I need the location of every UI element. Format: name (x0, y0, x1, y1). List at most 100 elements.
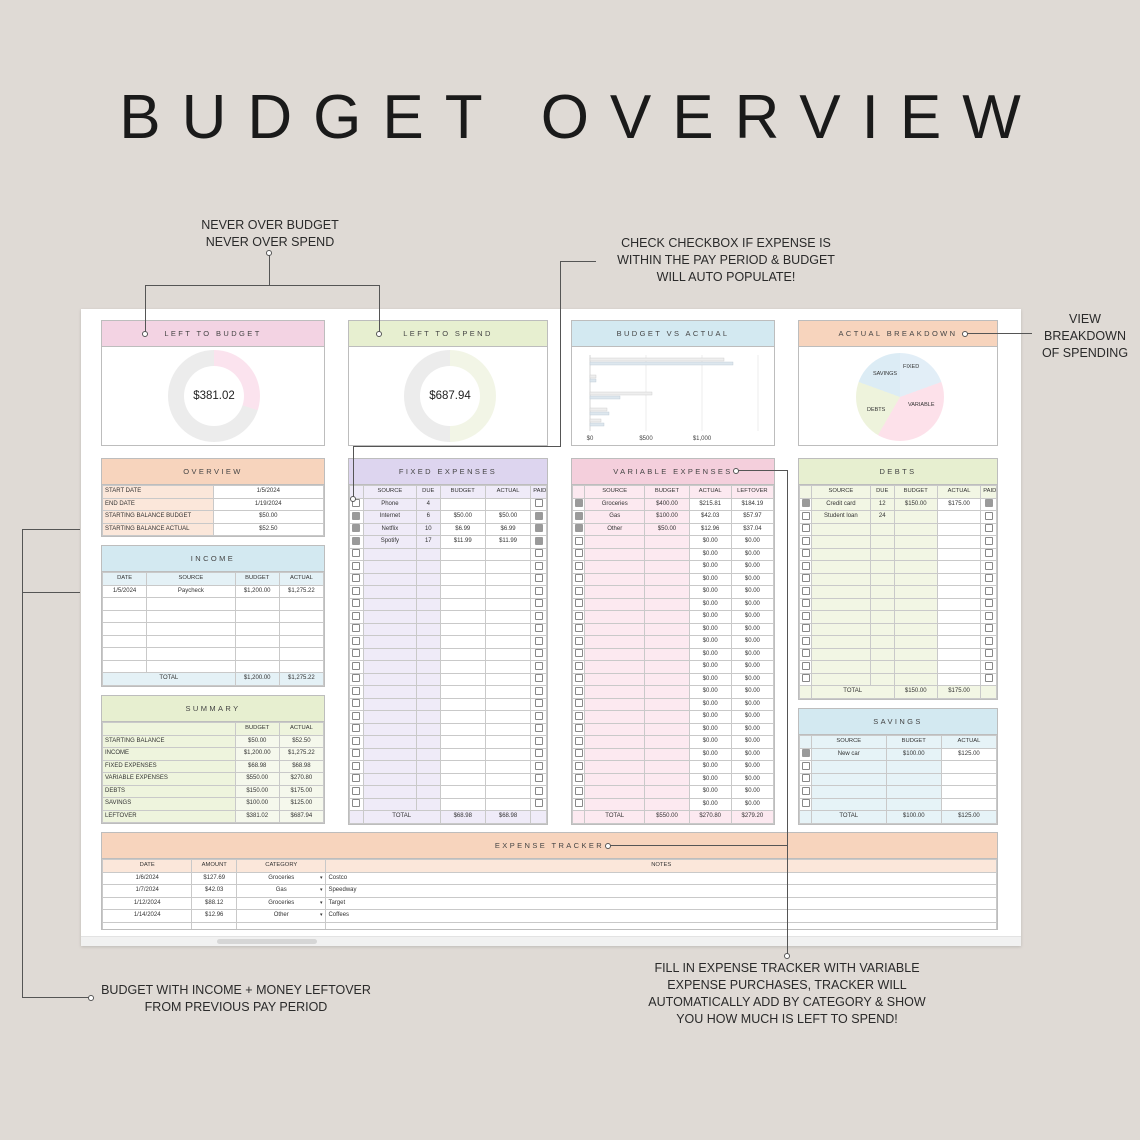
cell[interactable] (810, 635, 871, 649)
cell[interactable] (810, 772, 887, 786)
cell[interactable] (415, 647, 441, 661)
cell[interactable] (885, 760, 942, 774)
cell[interactable] (362, 547, 417, 561)
cell[interactable]: $0.00 (730, 622, 775, 636)
cell[interactable] (484, 547, 532, 561)
cell[interactable] (362, 610, 417, 624)
checkbox[interactable] (802, 586, 810, 595)
cell[interactable]: $50.00 (484, 510, 532, 524)
checkbox-cell[interactable] (571, 572, 586, 586)
cell[interactable] (101, 647, 148, 661)
checkbox-cell[interactable] (530, 535, 547, 549)
cell[interactable] (484, 660, 532, 674)
checkbox-cell[interactable] (571, 585, 586, 599)
checkbox[interactable] (352, 574, 361, 583)
checkbox-cell[interactable] (530, 585, 547, 599)
checkbox-cell[interactable] (530, 797, 547, 811)
checkbox[interactable] (534, 561, 543, 570)
checkbox-cell[interactable] (571, 547, 586, 561)
cell[interactable] (415, 685, 441, 699)
horizontal-scrollbar[interactable] (81, 936, 1021, 946)
cell[interactable] (362, 572, 417, 586)
cell[interactable]: $1,275.22 (278, 672, 325, 686)
checkbox[interactable] (534, 674, 543, 683)
cell[interactable] (415, 547, 441, 561)
checkbox-cell[interactable] (799, 647, 812, 661)
cell[interactable]: $0.00 (730, 672, 775, 686)
cell[interactable] (893, 535, 938, 549)
cell[interactable] (484, 697, 532, 711)
checkbox-cell[interactable] (349, 772, 364, 786)
checkbox[interactable] (352, 649, 361, 658)
checkbox-cell[interactable] (799, 747, 812, 761)
checkbox[interactable] (984, 536, 993, 545)
checkbox-cell[interactable] (571, 785, 586, 799)
checkbox-cell[interactable] (349, 622, 364, 636)
checkbox-cell[interactable] (349, 547, 364, 561)
cell[interactable]: $11.99 (439, 535, 486, 549)
cell[interactable]: $0.00 (730, 597, 775, 611)
checkbox[interactable] (534, 686, 543, 695)
cell[interactable] (584, 560, 646, 574)
cell[interactable] (810, 647, 871, 661)
chevron-down-icon[interactable]: ▾ (319, 887, 323, 894)
checkbox[interactable] (802, 674, 810, 683)
checkbox[interactable] (352, 524, 361, 533)
cell[interactable] (936, 660, 982, 674)
checkbox[interactable] (352, 724, 361, 733)
cell[interactable]: $0.00 (688, 547, 732, 561)
cell[interactable]: $0.00 (730, 710, 775, 724)
checkbox-cell[interactable] (349, 672, 364, 686)
cell[interactable] (278, 647, 325, 661)
checkbox[interactable] (352, 611, 361, 620)
cell[interactable]: $215.81 (688, 497, 732, 511)
cell[interactable] (885, 785, 942, 799)
cell[interactable] (584, 535, 646, 549)
cell[interactable] (362, 685, 417, 699)
cell[interactable]: $50.00 (234, 734, 280, 748)
checkbox[interactable] (534, 549, 543, 558)
cell[interactable]: 1/14/2024 (102, 909, 193, 923)
cell[interactable] (415, 747, 441, 761)
checkbox[interactable] (802, 786, 810, 795)
checkbox-cell[interactable] (799, 497, 812, 511)
checkbox-cell[interactable] (530, 735, 547, 749)
checkbox[interactable] (802, 761, 810, 770)
cell[interactable] (644, 635, 690, 649)
cell[interactable] (415, 697, 441, 711)
checkbox-cell[interactable] (571, 635, 586, 649)
cell[interactable] (484, 647, 532, 661)
cell[interactable] (484, 685, 532, 699)
cell[interactable]: Internet (362, 510, 417, 524)
cell[interactable]: $0.00 (730, 697, 775, 711)
cell[interactable] (644, 535, 690, 549)
checkbox[interactable] (575, 686, 583, 695)
cell[interactable]: $0.00 (688, 722, 732, 736)
cell[interactable] (439, 710, 486, 724)
cell[interactable] (439, 760, 486, 774)
checkbox-cell[interactable] (530, 760, 547, 774)
cell[interactable] (415, 660, 441, 674)
cell[interactable] (415, 735, 441, 749)
cell[interactable] (936, 572, 982, 586)
cell[interactable] (810, 797, 887, 811)
checkbox[interactable] (984, 574, 993, 583)
cell[interactable]: $175.00 (936, 497, 982, 511)
checkbox-cell[interactable] (799, 522, 812, 536)
cell[interactable]: $0.00 (688, 535, 732, 549)
cell[interactable]: $37.04 (730, 522, 775, 536)
cell[interactable]: 12 (869, 497, 895, 511)
cell[interactable] (146, 634, 236, 648)
cell[interactable] (869, 622, 895, 636)
cell[interactable]: $0.00 (688, 660, 732, 674)
cell[interactable] (936, 560, 982, 574)
cell[interactable] (644, 797, 690, 811)
checkbox[interactable] (984, 549, 993, 558)
cell[interactable] (415, 672, 441, 686)
cell[interactable] (869, 547, 895, 561)
checkbox-cell[interactable] (571, 722, 586, 736)
cell[interactable]: $0.00 (730, 772, 775, 786)
cell[interactable] (644, 685, 690, 699)
checkbox[interactable] (534, 761, 543, 770)
cell[interactable]: $12.96 (688, 522, 732, 536)
